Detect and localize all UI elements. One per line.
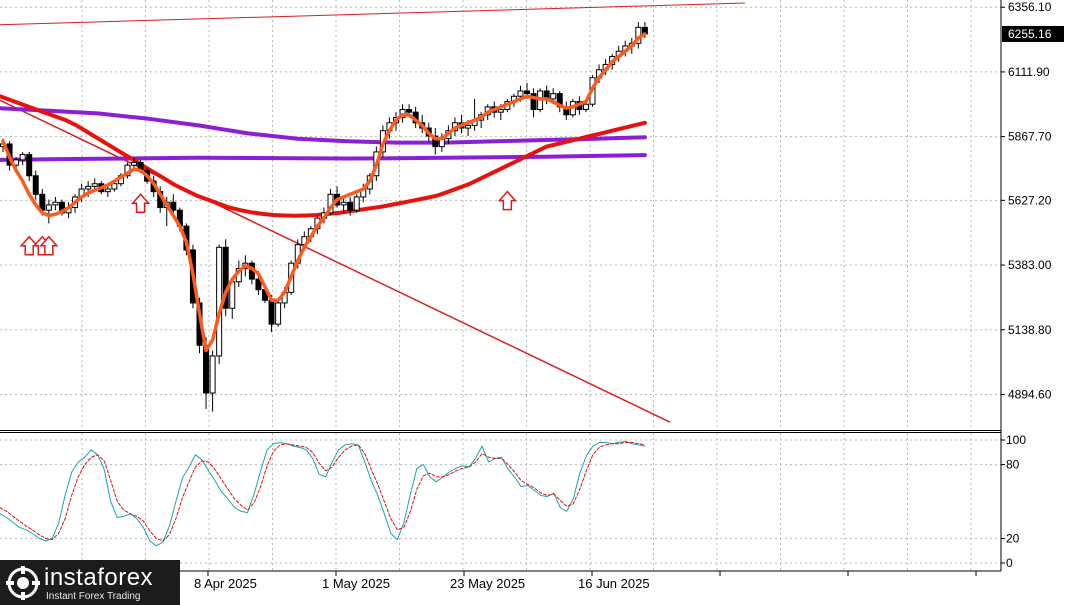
candle: [209, 350, 216, 412]
price-tick-label: 5138.80: [1008, 323, 1052, 337]
candle: [45, 199, 52, 224]
candle-body: [222, 246, 229, 309]
brand-tagline: Instant Forex Trading: [46, 591, 141, 602]
trendline-lower: [0, 99, 671, 423]
candle-body: [524, 90, 530, 95]
candle: [26, 151, 33, 182]
current-price-box: [1002, 25, 1064, 42]
price-tick-label: 6356.10: [1008, 0, 1052, 14]
current-price-label: 6255.16: [1008, 27, 1052, 41]
main-plot-area: [0, 0, 1001, 430]
candle-body: [45, 204, 52, 211]
candle-body: [550, 93, 557, 100]
price-tick-label: 5383.00: [1008, 258, 1052, 272]
candle-body: [91, 183, 98, 187]
candle-body: [19, 154, 26, 161]
candle: [275, 297, 282, 327]
stochastic-main-line: [0, 440, 646, 547]
time-axis-ticks: 8 Apr 2025 1 May 2025 23 May 2025 16 Jun 20…: [194, 571, 977, 591]
price-axis-ticks: 6356.10 6111.90 5867.70 5627.20 5383.00 5138.…: [1001, 0, 1052, 401]
candle: [52, 196, 59, 211]
time-tick-label: 1 May 2025: [322, 576, 390, 591]
candle: [530, 88, 537, 118]
candle-body: [530, 93, 537, 111]
candle-body: [39, 193, 46, 211]
instaforex-logo-icon: [6, 566, 40, 600]
buy-arrows: [19, 190, 518, 256]
osc-tick-label: 80: [1006, 458, 1020, 472]
stochastic-signal-line: [0, 442, 646, 542]
candle: [19, 151, 26, 166]
osc-tick-label: 20: [1006, 531, 1020, 545]
candle: [32, 170, 39, 200]
candle-body: [268, 299, 275, 325]
candle-body: [275, 302, 282, 325]
price-tick-label: 5867.70: [1008, 130, 1052, 144]
candle-body: [353, 196, 360, 211]
candle-body: [406, 109, 413, 113]
candle-body: [32, 175, 39, 195]
candle-body: [52, 201, 59, 206]
candle-body: [26, 154, 33, 177]
candle-body: [131, 162, 137, 166]
trendline-upper: [0, 2, 746, 26]
brand-name: instaforex: [44, 564, 154, 591]
candle-body: [432, 135, 439, 148]
candle-body: [582, 103, 589, 111]
candle: [353, 194, 360, 213]
brand-logo: instaforex Instant Forex Trading: [0, 560, 180, 605]
time-tick-label: 16 Jun 2025: [578, 576, 650, 591]
buy-arrow-icon: [497, 190, 518, 211]
candle: [347, 196, 354, 216]
candle-body: [347, 201, 354, 211]
candle: [222, 239, 229, 317]
candle-body: [209, 355, 216, 394]
candlesticks: [0, 22, 648, 412]
buy-arrow-icon: [130, 193, 151, 214]
ma-fast-line: [1, 32, 647, 353]
ma-purple-1-line: [0, 106, 647, 145]
candle-body: [104, 188, 111, 193]
candle-body: [255, 278, 262, 291]
current-price-marker: 6255.16: [1002, 25, 1064, 42]
trendlines: [0, 2, 746, 423]
ma-purple-2-line: [0, 153, 647, 162]
time-tick-label: 8 Apr 2025: [194, 576, 257, 591]
candle: [432, 128, 439, 155]
oscillator-plot-area: [0, 432, 1001, 571]
price-tick-label: 6111.90: [1008, 65, 1050, 79]
candle-body: [340, 201, 347, 206]
time-tick-label: 23 May 2025: [450, 576, 525, 591]
candle-body: [85, 185, 92, 190]
price-tick-label: 5627.20: [1008, 193, 1052, 207]
osc-tick-label: 100: [1006, 433, 1026, 447]
candle: [340, 196, 347, 213]
oscillator-axis-ticks: 100 80 20 0: [1001, 433, 1026, 570]
osc-tick-label: 0: [1006, 556, 1013, 570]
candle-body: [203, 344, 210, 394]
candle-body: [497, 109, 504, 113]
price-tick-label: 4894.60: [1008, 387, 1052, 401]
candle-body: [216, 246, 223, 357]
candle-body: [465, 124, 472, 129]
candle: [170, 194, 177, 216]
buy-arrow-icon: [39, 235, 59, 256]
candle-body: [517, 90, 524, 97]
candle-body: [111, 183, 118, 190]
candle-body: [170, 201, 177, 211]
stochastic-oscillator: [0, 440, 646, 547]
